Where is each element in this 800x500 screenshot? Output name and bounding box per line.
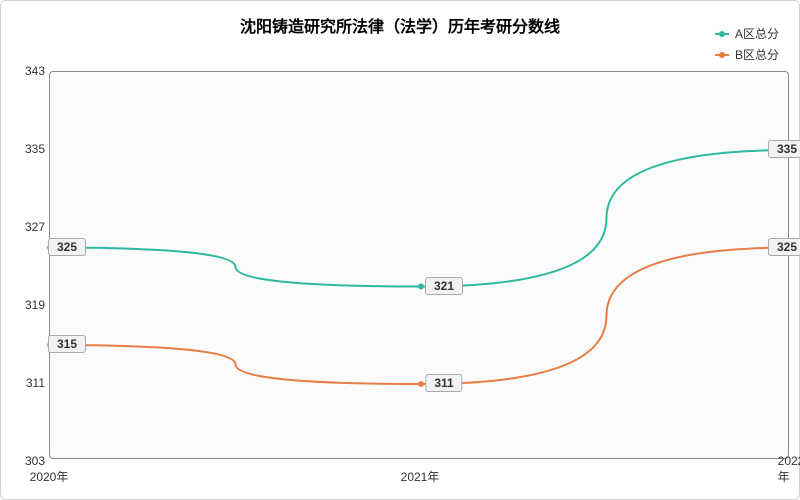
legend-marker-a [715, 33, 729, 35]
chart-container: 沈阳铸造研究所法律（法学）历年考研分数线 A区总分 B区总分 303 311 319… [0, 0, 800, 500]
legend-label-b: B区总分 [735, 46, 779, 63]
y-tick-label: 319 [11, 298, 45, 312]
plot-area [49, 71, 789, 459]
y-tick-label: 327 [11, 220, 45, 234]
y-tick-label: 311 [11, 376, 45, 390]
series-b-line [50, 248, 792, 385]
legend-marker-b [715, 54, 729, 56]
y-tick-label: 343 [11, 64, 45, 78]
y-tick-label: 335 [11, 142, 45, 156]
data-point-label: 315 [48, 335, 86, 353]
x-tick-label: 2020年 [30, 468, 69, 485]
x-tick-label: 2021年 [401, 468, 440, 485]
data-point-label: 325 [768, 238, 800, 256]
data-point-label: 335 [768, 140, 800, 158]
data-point-label: 321 [425, 277, 463, 295]
data-point-label: 311 [425, 374, 462, 392]
data-point-marker [418, 381, 424, 387]
series-b-markers [47, 245, 795, 388]
legend: A区总分 B区总分 [715, 25, 779, 67]
chart-svg [50, 72, 788, 458]
series-a-markers [47, 147, 795, 290]
data-point-label: 325 [48, 238, 86, 256]
y-tick-label: 303 [11, 454, 45, 468]
chart-title: 沈阳铸造研究所法律（法学）历年考研分数线 [240, 13, 560, 37]
data-point-marker [418, 284, 424, 290]
legend-label-a: A区总分 [735, 25, 779, 42]
legend-item-b: B区总分 [715, 46, 779, 63]
series-a-line [50, 150, 792, 287]
x-tick-label: 2022年 [778, 454, 800, 485]
legend-item-a: A区总分 [715, 25, 779, 42]
